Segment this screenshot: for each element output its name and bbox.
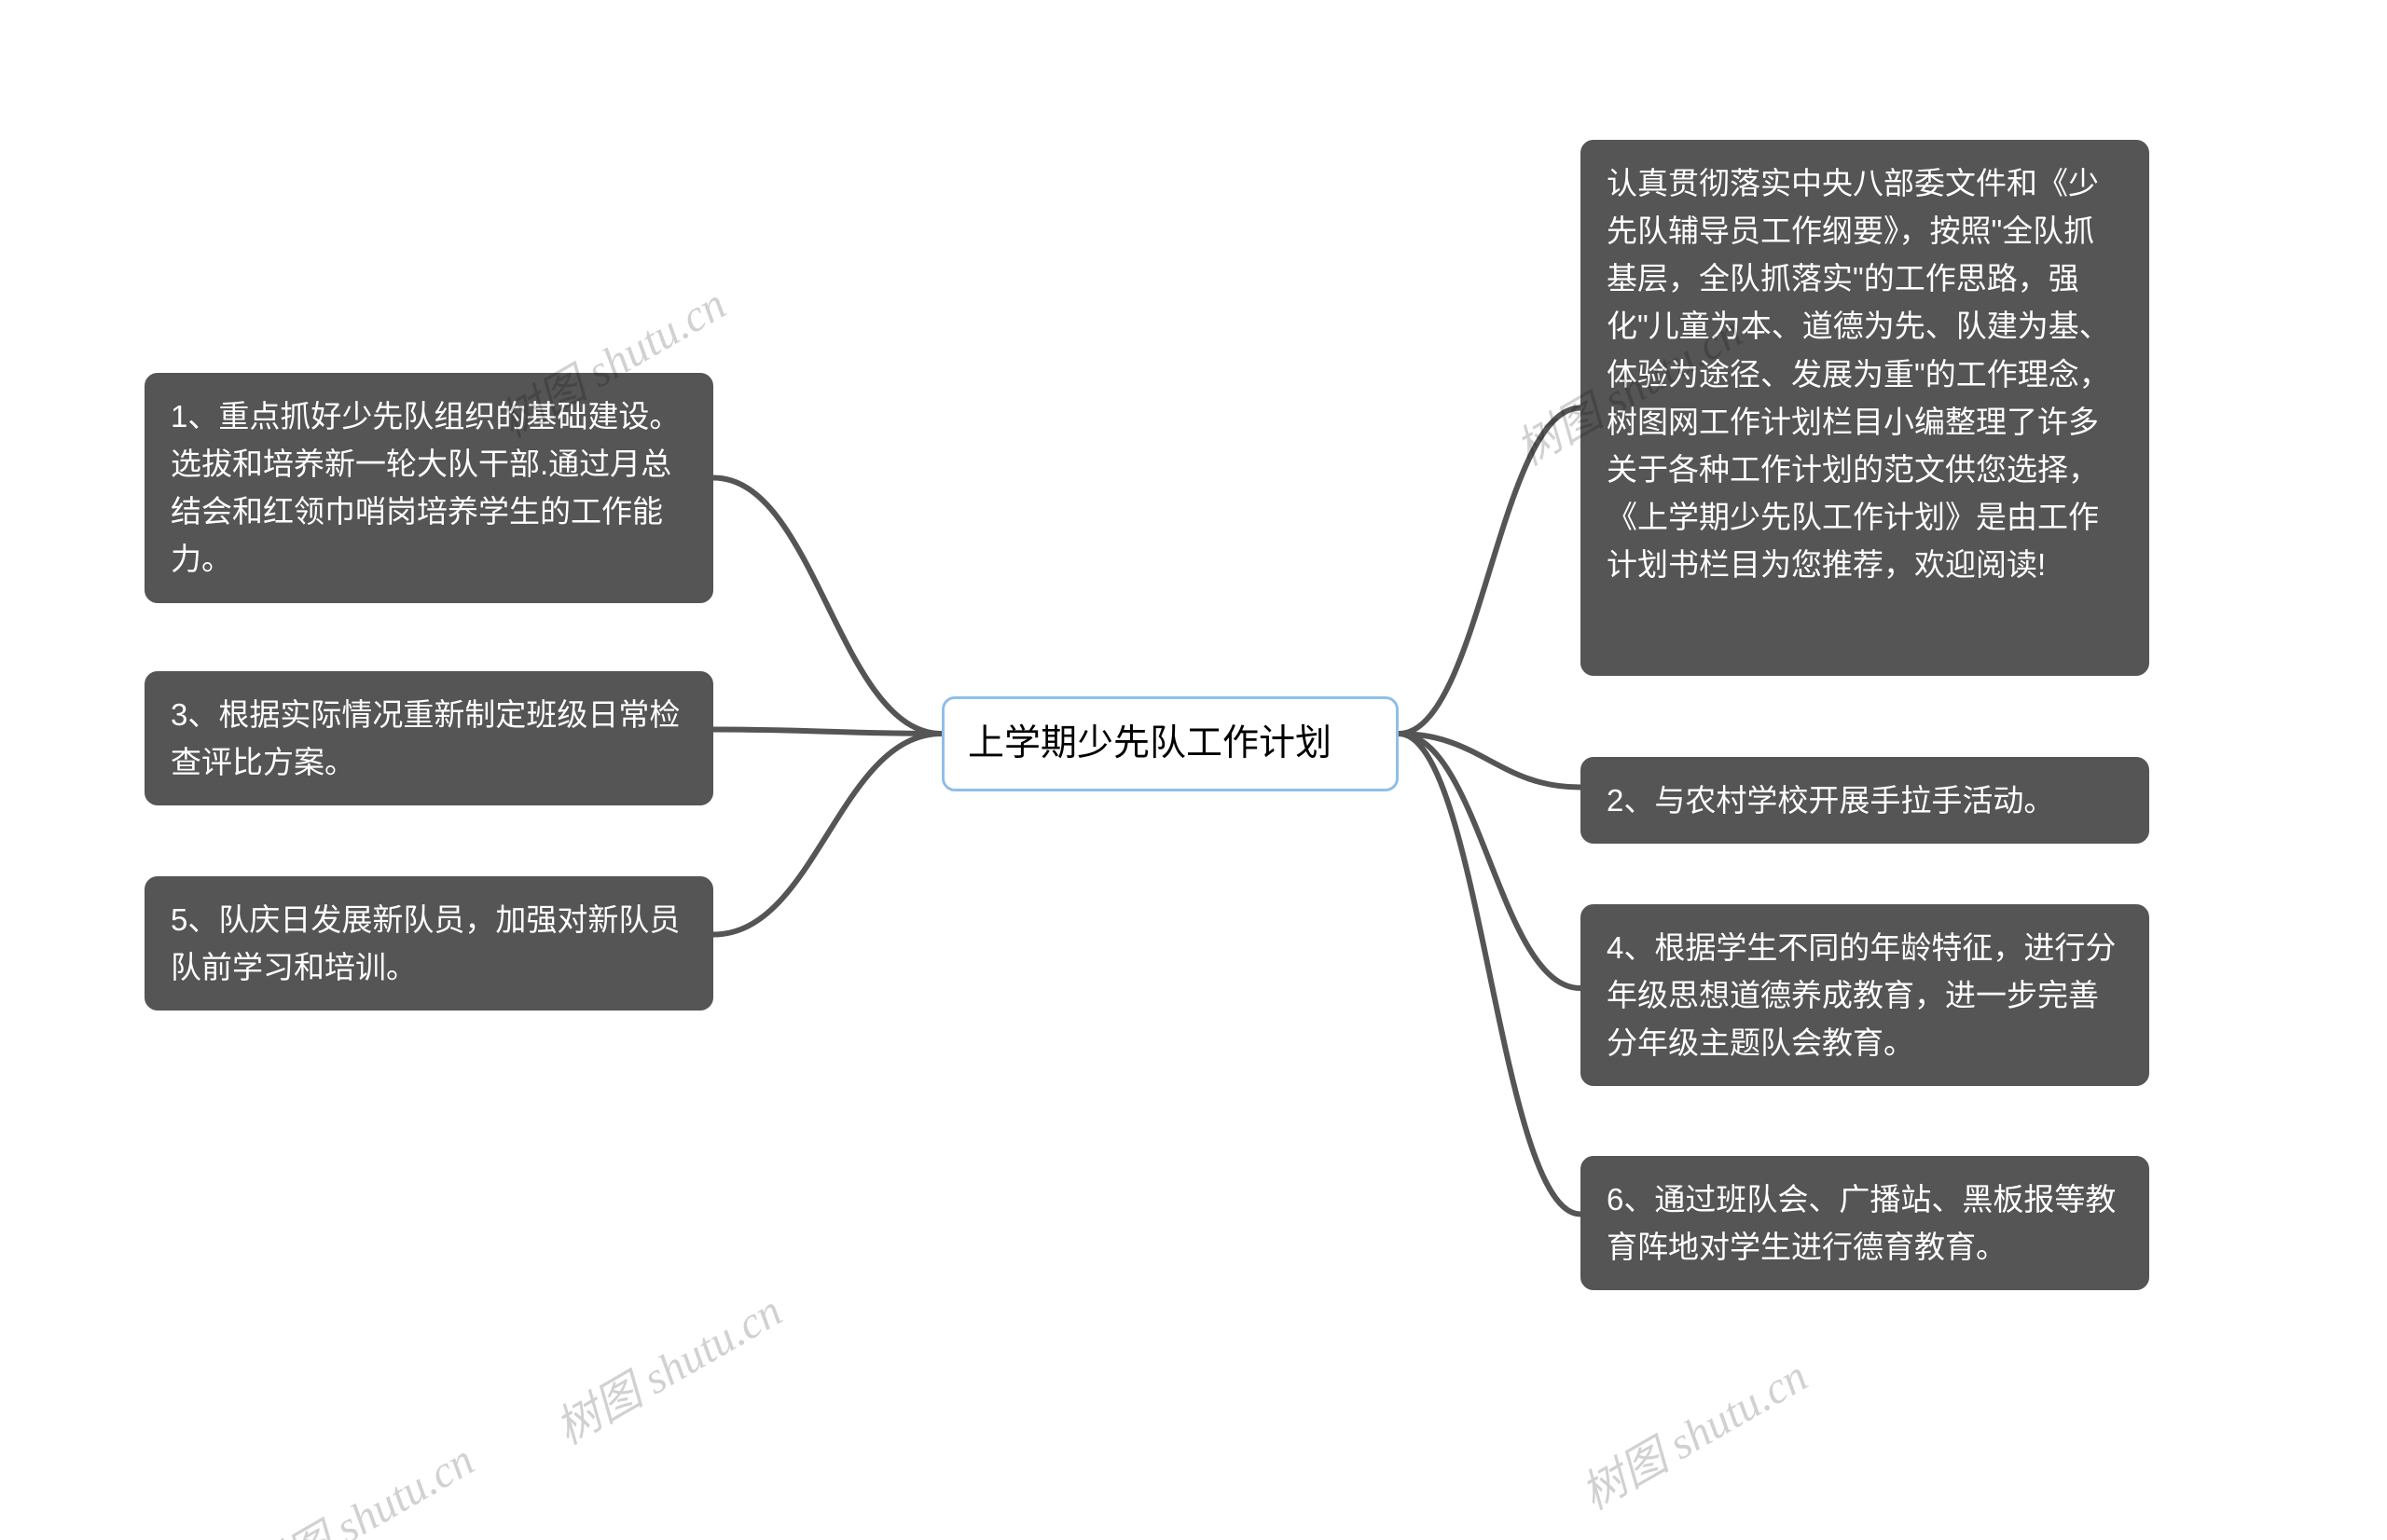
branch-node-intro[interactable]: 认真贯彻落实中央八部委文件和《少先队辅导员工作纲要》，按照"全队抓基层，全队抓落… xyxy=(1580,140,2149,676)
branch-node-item1[interactable]: 1、重点抓好少先队组织的基础建设。选拔和培养新一轮大队干部.通过月总结会和红领巾… xyxy=(145,373,713,603)
center-node[interactable]: 上学期少先队工作计划 xyxy=(942,696,1399,791)
branch-node-item6[interactable]: 6、通过班队会、广播站、黑板报等教育阵地对学生进行德育教育。 xyxy=(1580,1156,2149,1290)
mindmap-canvas: 上学期少先队工作计划 认真贯彻落实中央八部委文件和《少先队辅导员工作纲要》，按照"… xyxy=(0,0,2387,1540)
edge-item4 xyxy=(1399,734,1580,988)
branch-node-item2[interactable]: 2、与农村学校开展手拉手活动。 xyxy=(1580,757,2149,844)
watermark: 树图 shutu.cn xyxy=(542,1274,792,1456)
edge-item6 xyxy=(1399,734,1580,1215)
edge-item3 xyxy=(713,730,942,735)
edge-item5 xyxy=(713,734,942,935)
edge-intro xyxy=(1399,408,1580,735)
branch-node-item4[interactable]: 4、根据学生不同的年龄特征，进行分年级思想道德养成教育，进一步完善分年级主题队会… xyxy=(1580,904,2149,1086)
branch-node-item3[interactable]: 3、根据实际情况重新制定班级日常检查评比方案。 xyxy=(145,671,713,805)
edge-item1 xyxy=(713,478,942,735)
watermark: 树图 shutu.cn xyxy=(1567,1340,1817,1521)
branch-node-item5[interactable]: 5、队庆日发展新队员，加强对新队员队前学习和培训。 xyxy=(145,876,713,1011)
edge-item2 xyxy=(1399,734,1580,788)
watermark: 树图 shutu.cn xyxy=(234,1423,484,1540)
